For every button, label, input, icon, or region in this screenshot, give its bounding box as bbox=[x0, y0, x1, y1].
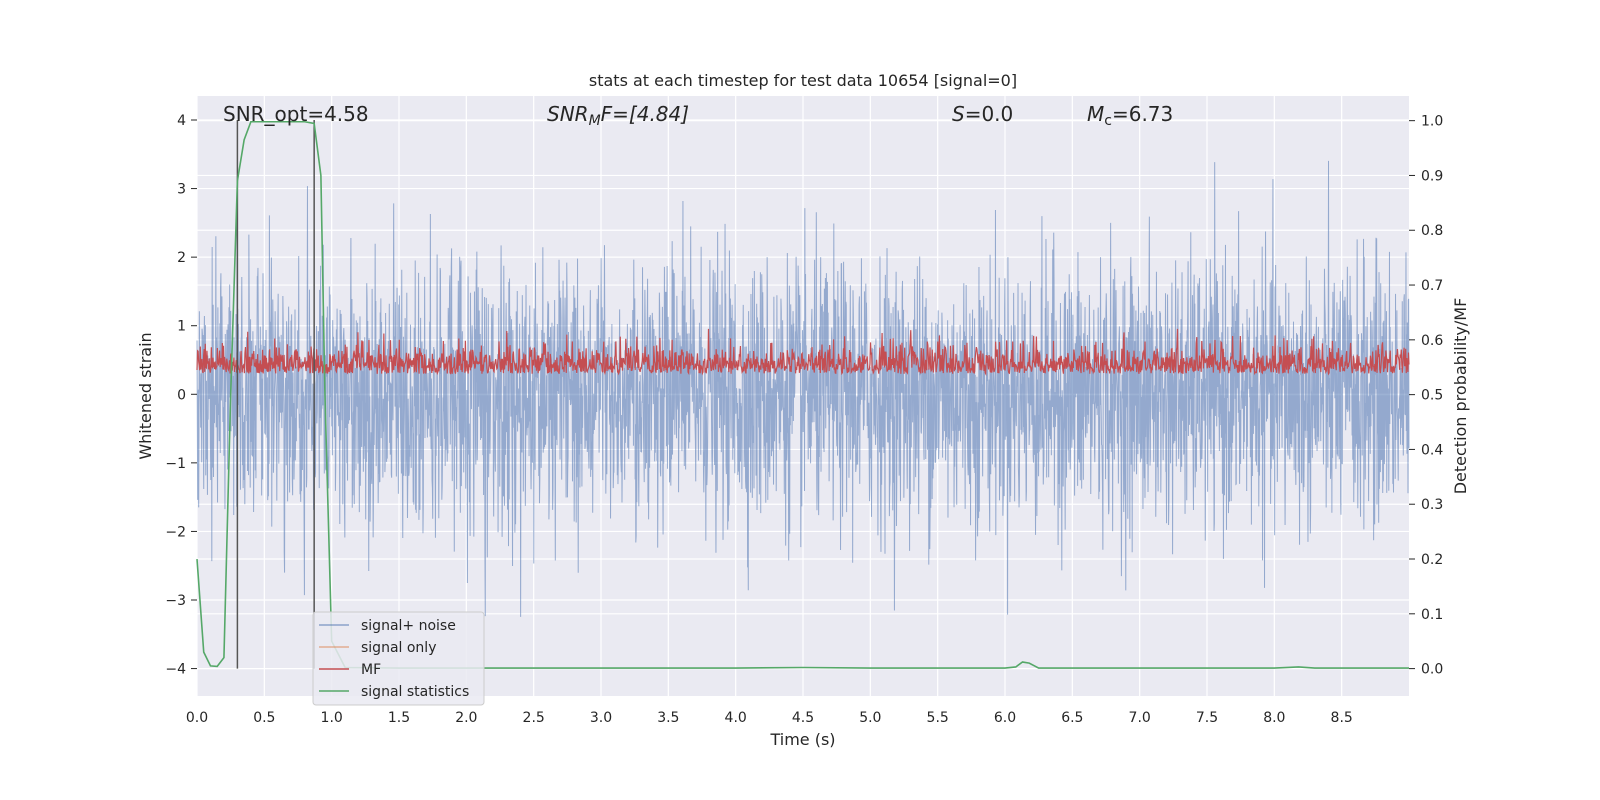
annotation-s-rest: =0.0 bbox=[965, 102, 1014, 126]
x-tick-label: 1.0 bbox=[321, 710, 343, 726]
x-tick-label: 8.0 bbox=[1263, 710, 1285, 726]
y-right-tick-label: 0.6 bbox=[1421, 333, 1443, 349]
x-tick-label: 0.5 bbox=[253, 710, 275, 726]
x-tick-label: 3.5 bbox=[657, 710, 679, 726]
x-tick-label: 7.0 bbox=[1129, 710, 1151, 726]
x-tick-label: 6.0 bbox=[994, 710, 1016, 726]
y-left-tick-label: 4 bbox=[177, 113, 186, 129]
y-right-tick-label: 0.2 bbox=[1421, 552, 1443, 568]
y-right-tick-label: 0.9 bbox=[1421, 168, 1443, 184]
legend-label-signal-only: signal only bbox=[361, 640, 436, 656]
x-tick-label: 5.5 bbox=[927, 710, 949, 726]
x-tick-label: 8.5 bbox=[1331, 710, 1353, 726]
x-tick-label: 7.5 bbox=[1196, 710, 1218, 726]
y-left-tick-label: 1 bbox=[177, 319, 186, 335]
y-right-tick-label: 0.8 bbox=[1421, 223, 1443, 239]
x-tick-label: 0.0 bbox=[186, 710, 208, 726]
y-axis-left-ticks: 4 3 2 1 0 −1 −2 −3 −4 bbox=[165, 113, 197, 678]
annotation-mc: Mc=6.73 bbox=[1087, 102, 1173, 129]
y-axis-right-ticks: 1.0 0.9 0.8 0.7 0.6 0.5 0.4 0.3 0.2 0.1 0.0 bbox=[1409, 114, 1443, 678]
annotation-mc-rest: =6.73 bbox=[1112, 102, 1173, 126]
legend-label-mf: MF bbox=[361, 662, 381, 678]
legend-label-signal-statistics: signal statistics bbox=[361, 684, 469, 700]
y-right-tick-label: 0.0 bbox=[1421, 662, 1443, 678]
x-tick-label: 2.5 bbox=[523, 710, 545, 726]
annotation-snr-mf: SNRMF=[4.84] bbox=[547, 102, 689, 129]
y-right-tick-label: 0.1 bbox=[1421, 607, 1443, 623]
legend: signal+ noise signal only MF signal stat… bbox=[312, 611, 485, 706]
x-axis-label: Time (s) bbox=[769, 730, 835, 749]
vertical-markers bbox=[236, 120, 315, 669]
y-left-tick-label: 3 bbox=[177, 182, 186, 198]
annotation-snr-mf-main: SNR bbox=[547, 102, 589, 126]
x-tick-label: 2.0 bbox=[455, 710, 477, 726]
mf-series bbox=[196, 328, 1410, 376]
y-right-tick-label: 0.5 bbox=[1421, 388, 1443, 404]
annotation-snr-opt: SNR_opt=4.58 bbox=[223, 102, 369, 126]
x-tick-label: 3.0 bbox=[590, 710, 612, 726]
y-left-tick-label: −3 bbox=[165, 593, 186, 609]
chart-title: stats at each timestep for test data 106… bbox=[589, 71, 1017, 90]
x-tick-label: 5.0 bbox=[859, 710, 881, 726]
annotation-mc-sub: c bbox=[1104, 113, 1112, 129]
y-left-tick-label: 0 bbox=[177, 387, 186, 403]
y-left-tick-label: −4 bbox=[165, 662, 186, 678]
y-left-tick-label: 2 bbox=[177, 250, 186, 266]
x-tick-label: 4.5 bbox=[792, 710, 814, 726]
annotation-mc-main: M bbox=[1087, 102, 1104, 126]
y-left-tick-label: −1 bbox=[165, 456, 186, 472]
annotation-s: S=0.0 bbox=[952, 102, 1013, 126]
annotation-s-main: S bbox=[952, 102, 965, 126]
legend-box bbox=[312, 611, 485, 706]
y-axis-right-label: Detection probability/MF bbox=[1451, 298, 1470, 495]
x-tick-label: 1.5 bbox=[388, 710, 410, 726]
annotation-snr-mf-sub: M bbox=[589, 113, 601, 129]
y-axis-left-label: Whitened strain bbox=[136, 332, 155, 459]
y-right-tick-label: 1.0 bbox=[1421, 114, 1443, 130]
y-right-tick-label: 0.3 bbox=[1421, 497, 1443, 513]
noise-series bbox=[196, 160, 1410, 617]
x-tick-label: 4.0 bbox=[725, 710, 747, 726]
y-left-tick-label: −2 bbox=[165, 524, 186, 540]
x-tick-label: 6.5 bbox=[1061, 710, 1083, 726]
mf-line bbox=[196, 328, 1410, 376]
y-right-tick-label: 0.7 bbox=[1421, 278, 1443, 294]
annotation-snr-mf-rest: F=[4.84] bbox=[601, 102, 689, 126]
y-right-tick-label: 0.4 bbox=[1421, 442, 1443, 458]
legend-label-signal-noise: signal+ noise bbox=[361, 618, 456, 634]
x-axis-ticks: 0.0 0.5 1.0 1.5 2.0 2.5 3.0 3.5 4.0 4.5 5.0 5.5 6.0 6… bbox=[186, 710, 1353, 726]
signal-noise-line bbox=[196, 160, 1410, 617]
